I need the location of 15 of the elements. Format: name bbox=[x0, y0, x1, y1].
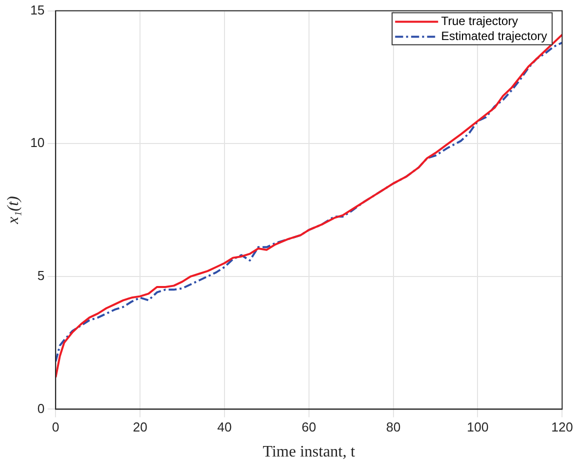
x-tick-label: 100 bbox=[466, 420, 489, 435]
y-axis-title: x₁(t) bbox=[4, 196, 22, 225]
y-tick-label: 5 bbox=[37, 268, 45, 283]
x-tick-label: 0 bbox=[52, 420, 60, 435]
x-tick-label: 60 bbox=[302, 420, 316, 435]
y-tick-label: 10 bbox=[30, 135, 45, 150]
y-tick-label: 0 bbox=[37, 400, 45, 416]
x-axis-title: Time instant, t bbox=[262, 444, 356, 461]
y-tick-label: 15 bbox=[30, 2, 45, 18]
x-tick-label: 120 bbox=[551, 420, 574, 435]
x-tick-label: 40 bbox=[217, 420, 232, 435]
x-tick-label: 20 bbox=[132, 420, 148, 435]
x-tick-label: 80 bbox=[386, 420, 401, 435]
legend-label: True trajectory bbox=[441, 14, 518, 28]
legend-label: Estimated trajectory bbox=[441, 29, 548, 44]
